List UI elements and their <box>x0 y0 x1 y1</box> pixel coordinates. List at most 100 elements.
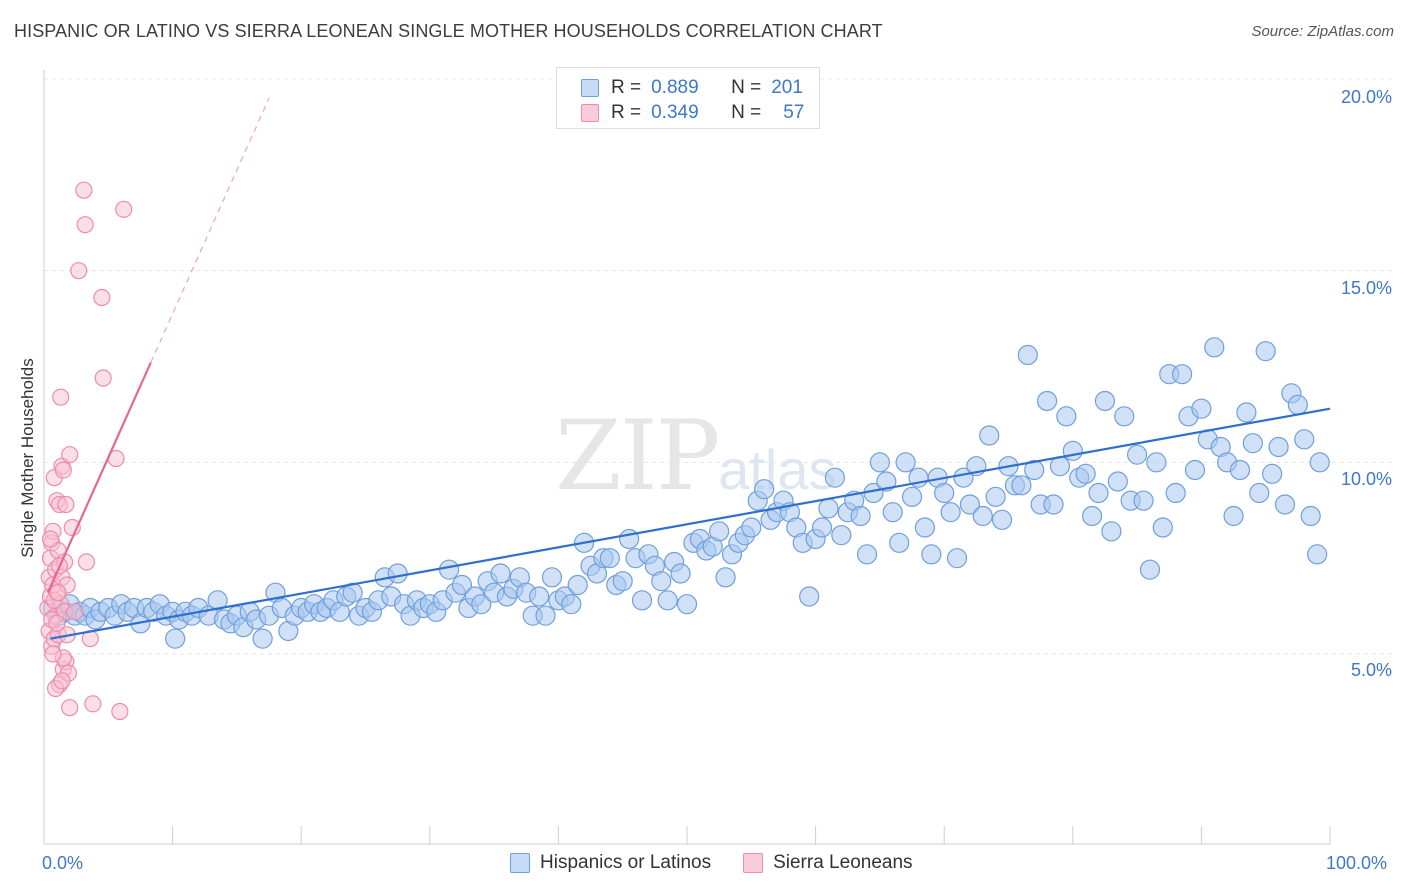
hispanic-point <box>818 498 839 519</box>
sierra-point <box>52 388 70 406</box>
sierra-point <box>54 461 72 479</box>
hispanic-point <box>1184 459 1206 481</box>
hispanic-point <box>1309 452 1330 473</box>
hispanic-point <box>1249 482 1270 504</box>
hispanic-point <box>985 486 1006 507</box>
hispanic-point <box>529 586 550 607</box>
hispanic-point <box>1088 482 1109 504</box>
hispanic-point <box>741 517 762 538</box>
sierra-point <box>49 584 67 602</box>
hispanic-point <box>1191 398 1212 419</box>
sierra-point <box>115 200 133 218</box>
chart-title: HISPANIC OR LATINO VS SIERRA LEONEAN SIN… <box>14 21 883 41</box>
y-tick-label-15: 15.0% <box>1340 278 1392 298</box>
hispanic-point <box>754 479 775 500</box>
hispanic-point <box>1152 517 1173 538</box>
hispanic-point <box>1262 463 1283 484</box>
sierra-point <box>66 603 84 621</box>
hispanic-point <box>831 525 852 546</box>
hispanic-point <box>1107 471 1128 492</box>
hispanic-point <box>1024 459 1045 481</box>
sierra-trend-line <box>46 362 152 594</box>
n-value: 57 <box>783 102 805 123</box>
hispanic-point <box>342 582 363 603</box>
hispanic-point <box>895 452 916 473</box>
sierra-point <box>57 495 75 514</box>
hispanic-point <box>1139 559 1161 580</box>
hispanic-point <box>882 502 903 523</box>
sierra-point <box>77 553 96 571</box>
hispanic-point <box>959 494 981 515</box>
sierra-point <box>70 262 88 280</box>
y-tick-label-10: 10.0% <box>1340 469 1392 489</box>
hispanic-point <box>1081 505 1103 527</box>
hispanic-point <box>799 586 820 607</box>
hispanic-point <box>631 590 653 611</box>
hispanic-point <box>657 590 678 611</box>
hispanic-point <box>1062 440 1083 461</box>
hispanic-point <box>715 567 736 588</box>
n-label: N = <box>731 77 762 98</box>
hispanic-point <box>946 548 968 569</box>
hispanic-point <box>1133 490 1154 511</box>
hispanic-point <box>1056 406 1077 427</box>
hispanic-point <box>438 559 460 580</box>
n-label: N = <box>731 102 762 123</box>
hispanic-point <box>252 628 273 649</box>
hispanic-point <box>599 548 620 569</box>
hispanic-point <box>979 425 1000 446</box>
hispanic-point <box>709 521 730 542</box>
hispanic-point <box>1101 521 1122 542</box>
hispanic-point <box>541 567 563 588</box>
hispanic-point <box>1146 452 1167 473</box>
sierra-point <box>93 288 111 307</box>
hispanic-point <box>471 594 492 615</box>
hispanic-point <box>676 594 698 615</box>
hispanic-swatch <box>581 79 599 97</box>
hispanic-point <box>856 544 878 565</box>
r-value: 0.349 <box>651 102 699 123</box>
hispanic-point <box>1242 433 1263 454</box>
y-tick-label-5: 5.0% <box>1350 660 1392 680</box>
series-legend: Hispanics or Latinos Sierra Leoneans <box>510 852 945 874</box>
sierra-swatch <box>581 104 599 122</box>
r-label: R = <box>611 102 642 123</box>
sierra-point <box>61 699 79 717</box>
hispanic-point <box>850 505 871 527</box>
hispanic-point <box>561 594 582 615</box>
hispanic-point <box>1268 436 1289 458</box>
sierra-point <box>84 695 102 713</box>
hispanic-point <box>1287 394 1308 415</box>
hispanic-point <box>567 574 588 596</box>
hispanic-point <box>869 452 891 473</box>
sierra-point <box>48 614 66 632</box>
sierra-point <box>75 181 93 199</box>
hispanic-point <box>876 471 897 492</box>
hispanic-point <box>165 628 186 649</box>
x-tick-label-max: 100.0% <box>1326 853 1388 873</box>
hispanic-trend-line <box>50 407 1331 640</box>
sierra-point <box>111 702 129 721</box>
hispanic-point <box>934 482 955 504</box>
hispanic-point <box>1165 482 1186 504</box>
hispanic-point <box>1223 505 1244 527</box>
sierra-point <box>94 369 112 387</box>
hispanic-point <box>451 574 473 596</box>
hispanic-point <box>811 517 833 538</box>
hispanic-point <box>490 563 511 584</box>
hispanic-point <box>940 502 961 523</box>
legend-label-sierra: Sierra Leoneans <box>773 852 913 873</box>
r-label: R = <box>611 77 642 98</box>
hispanic-point <box>1017 344 1038 366</box>
y-tick-label-20: 20.0% <box>1340 87 1392 107</box>
sierra-point <box>44 645 62 663</box>
hispanic-point <box>1236 402 1257 423</box>
hispanic-point <box>1114 406 1135 427</box>
sierra-point <box>76 216 94 234</box>
hispanic-point <box>972 505 993 527</box>
hispanic-point <box>651 571 672 592</box>
sierra-trend-extension <box>150 97 270 363</box>
hispanic-point <box>1229 459 1251 481</box>
hispanic-point <box>1075 463 1096 484</box>
sierra-point <box>53 672 71 690</box>
